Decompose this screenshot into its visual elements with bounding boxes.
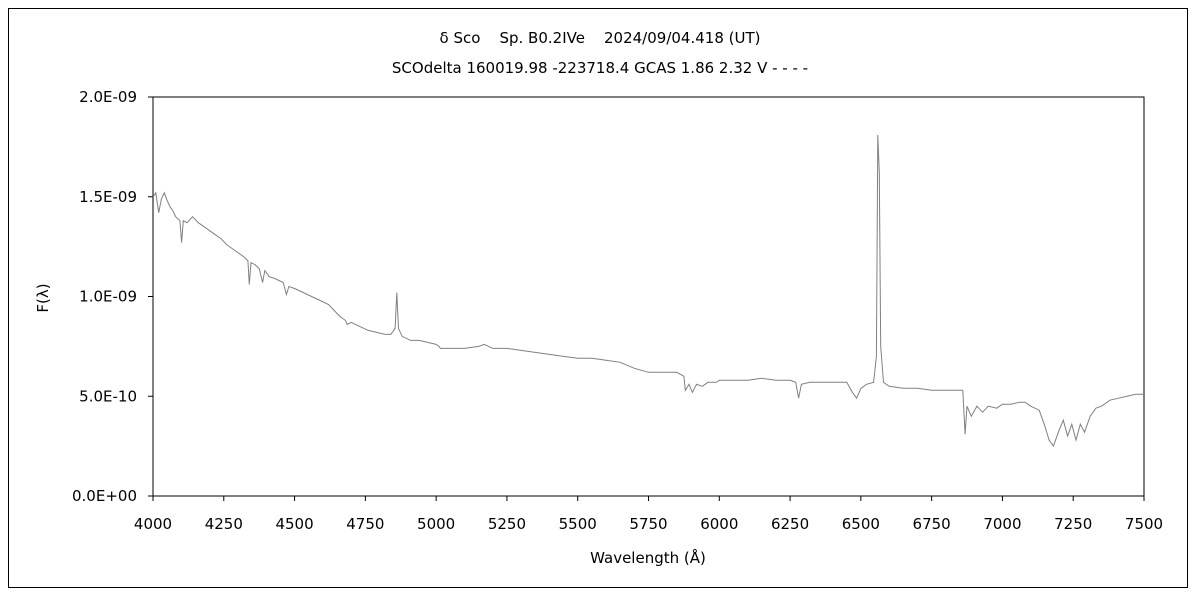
x-tick-label: 5500 — [559, 515, 597, 533]
x-tick-label: 5750 — [629, 515, 667, 533]
x-tick-label: 5250 — [488, 515, 526, 533]
x-axis: 4000 4250 4500 4750 5000 5250 5500 5750 6000 6250… — [134, 496, 1163, 533]
x-tick-label: 6500 — [842, 515, 880, 533]
x-tick-label: 5000 — [417, 515, 455, 533]
x-tick-label: 6000 — [700, 515, 738, 533]
spectrum-line — [152, 134, 1144, 448]
y-tick-label: 2.0E-09 — [79, 88, 137, 106]
x-axis-label: Wavelength (Å) — [590, 548, 706, 567]
x-tick-label: 7000 — [983, 515, 1021, 533]
x-tick-label: 7500 — [1125, 515, 1163, 533]
y-axis-label: F(λ) — [34, 283, 52, 312]
y-axis: 0.0E+00 5.0E-10 1.0E-09 1.5E-09 2.0E-09 — [72, 88, 153, 505]
x-tick-label: 4250 — [205, 515, 243, 533]
x-tick-label: 7250 — [1054, 515, 1092, 533]
x-tick-label: 6250 — [771, 515, 809, 533]
chart-subtitle: SCOdelta 160019.98 -223718.4 GCAS 1.86 2… — [391, 59, 809, 77]
x-tick-label: 4750 — [346, 515, 384, 533]
chart-title: δ Sco Sp. B0.2IVe 2024/09/04.418 (UT) — [439, 29, 761, 47]
x-tick-label: 6750 — [913, 515, 951, 533]
y-tick-label: 1.0E-09 — [79, 288, 137, 306]
x-tick-label: 4500 — [275, 515, 313, 533]
y-tick-label: 5.0E-10 — [79, 387, 137, 405]
y-tick-label: 0.0E+00 — [72, 487, 137, 505]
x-tick-label: 4000 — [134, 515, 172, 533]
y-tick-label: 1.5E-09 — [79, 188, 137, 206]
plot-area — [152, 96, 1145, 497]
chart-frame — [8, 8, 1188, 588]
